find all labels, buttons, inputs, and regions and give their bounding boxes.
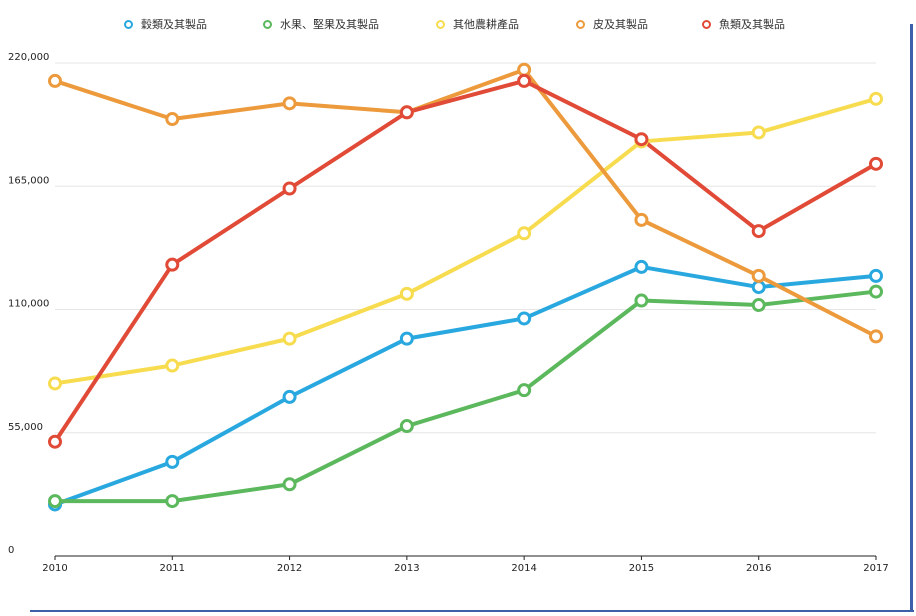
series-line [53,289,878,504]
data-point [517,383,532,398]
legend-item[interactable]: 皮及其製品 [576,16,648,32]
legend-item[interactable]: 其他農耕產品 [436,16,519,32]
data-point [634,212,649,227]
data-point [634,132,649,147]
x-tick-label: 2015 [629,563,654,574]
legend-item[interactable]: 水果、堅果及其製品 [263,16,379,32]
legend-swatch-circle-icon [702,19,711,29]
data-point [751,298,766,313]
legend-swatch-circle-icon [576,19,585,29]
data-point [869,91,883,106]
data-point [282,331,297,346]
data-point [165,257,180,272]
y-tick-label: 0 [8,545,14,556]
data-point [165,454,180,469]
legend-label: 其他農耕產品 [453,18,519,31]
data-point [399,331,414,346]
data-point [282,389,297,404]
data-point [517,62,532,77]
data-point [399,419,414,434]
legend-label: 魚類及其製品 [719,18,785,31]
data-point [751,268,766,283]
y-tick-label: 110,000 [8,299,49,310]
data-point [399,105,414,120]
data-point [517,311,532,326]
x-tick-label: 2010 [42,563,67,574]
legend-swatch-circle-icon [436,19,445,29]
data-point [48,73,62,88]
data-point [869,284,883,299]
data-point [282,96,297,111]
data-point [517,226,532,241]
x-tick-label: 2013 [394,563,419,574]
x-tick-label: 2011 [160,563,185,574]
series-line [53,96,878,386]
data-point [869,329,883,344]
data-point [517,73,532,88]
series-line [53,264,878,507]
window-frame-right [910,24,913,610]
data-point [48,434,62,449]
window-frame-bottom [30,610,914,612]
data-point [399,286,414,301]
data-point [751,125,766,140]
data-point [869,268,883,283]
data-point [165,494,180,509]
legend-label: 皮及其製品 [593,18,648,31]
series-line [53,78,878,444]
legend-label: 穀類及其製品 [141,18,207,31]
data-point [282,181,297,196]
data-point [751,280,766,295]
x-tick-label: 2017 [863,563,888,574]
y-tick-label: 220,000 [8,52,49,63]
data-point [634,293,649,308]
y-tick-label: 165,000 [8,175,49,186]
legend-item[interactable]: 穀類及其製品 [124,16,207,32]
legend: 穀類及其製品 水果、堅果及其製品 其他農耕產品 皮及其製品 魚類及其製品 [0,16,916,34]
x-tick-label: 2016 [746,563,771,574]
data-point [165,112,180,127]
legend-item[interactable]: 魚類及其製品 [702,16,785,32]
series-line [53,67,878,339]
y-tick-label: 55,000 [8,422,43,433]
data-point [869,156,883,171]
legend-swatch-circle-icon [124,19,133,29]
data-point [751,224,766,239]
x-tick-label: 2014 [511,563,536,574]
data-point [282,477,297,492]
data-point [48,494,62,509]
x-tick-label: 2012 [277,563,302,574]
legend-swatch-circle-icon [263,19,272,29]
data-point [48,376,62,391]
data-point [165,358,180,373]
legend-label: 水果、堅果及其製品 [280,18,379,31]
data-point [634,259,649,274]
